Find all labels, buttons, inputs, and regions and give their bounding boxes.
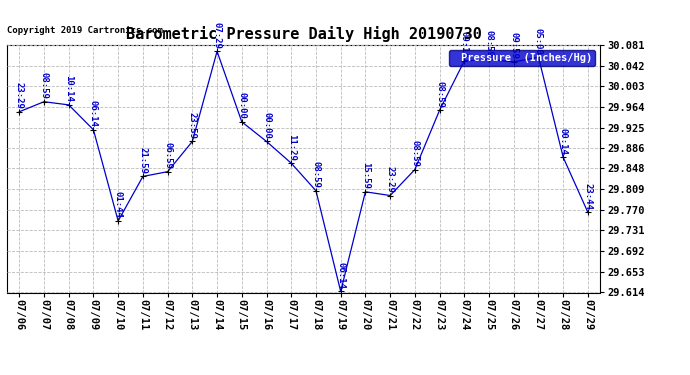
Text: 21:59: 21:59 bbox=[139, 147, 148, 174]
Text: 23:29: 23:29 bbox=[386, 166, 395, 193]
Text: 08:59: 08:59 bbox=[311, 161, 320, 188]
Text: 08:59: 08:59 bbox=[411, 140, 420, 167]
Text: Copyright 2019 Cartronics.com: Copyright 2019 Cartronics.com bbox=[7, 26, 163, 35]
Text: 08:59: 08:59 bbox=[484, 30, 493, 57]
Legend: Pressure  (Inches/Hg): Pressure (Inches/Hg) bbox=[449, 50, 595, 66]
Text: 06:14: 06:14 bbox=[336, 262, 345, 289]
Text: 09:59: 09:59 bbox=[509, 32, 518, 59]
Text: 05:00: 05:00 bbox=[534, 27, 543, 54]
Text: 06:59: 06:59 bbox=[163, 142, 172, 169]
Text: 08:59: 08:59 bbox=[39, 72, 48, 99]
Text: 06:14: 06:14 bbox=[89, 100, 98, 127]
Text: 00:14: 00:14 bbox=[559, 128, 568, 154]
Text: 11:29: 11:29 bbox=[287, 134, 296, 160]
Text: 08:59: 08:59 bbox=[435, 81, 444, 107]
Text: 00:00: 00:00 bbox=[237, 92, 246, 119]
Text: 23:59: 23:59 bbox=[188, 112, 197, 139]
Title: Barometric Pressure Daily High 20190730: Barometric Pressure Daily High 20190730 bbox=[126, 27, 482, 42]
Text: 01:44: 01:44 bbox=[114, 191, 123, 218]
Text: 15:59: 15:59 bbox=[361, 162, 370, 189]
Text: 23:29: 23:29 bbox=[14, 82, 23, 109]
Text: 10:14: 10:14 bbox=[64, 75, 73, 102]
Text: 23:44: 23:44 bbox=[584, 183, 593, 210]
Text: 09:14: 09:14 bbox=[460, 31, 469, 58]
Text: 00:00: 00:00 bbox=[262, 112, 271, 139]
Text: 07:29: 07:29 bbox=[213, 22, 221, 49]
